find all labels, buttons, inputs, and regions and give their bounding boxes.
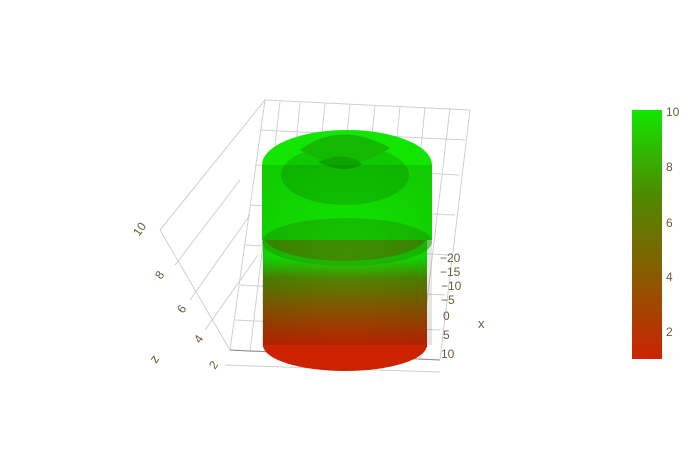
x-tick-label: 5 (443, 328, 450, 342)
colorbar-tick-label: 4 (666, 270, 673, 284)
x-tick-label: −10 (441, 279, 462, 293)
x-tick-label: 0 (443, 309, 450, 323)
colorbar: 10 8 6 4 2 (632, 105, 680, 359)
z-tick-label: 10 (130, 219, 149, 238)
colorbar-tick-label: 8 (666, 160, 673, 174)
z-tick-label: 6 (174, 302, 189, 316)
colorbar-tick-label: 10 (666, 105, 680, 119)
x-tick-label: −15 (440, 265, 461, 279)
x-axis-title: x (478, 316, 485, 331)
colorbar-gradient (632, 110, 662, 359)
x-axis-ticks: −20 −15 −10 −5 0 5 10 x (440, 251, 485, 361)
colorbar-tick-label: 6 (666, 216, 673, 230)
x-tick-label: 10 (441, 347, 455, 361)
z-axis-title: z (146, 352, 162, 366)
z-tick-label: 2 (206, 358, 221, 372)
surface-shade (262, 165, 432, 345)
x-tick-label: −20 (440, 251, 461, 265)
surface-mesh[interactable] (262, 130, 432, 371)
z-tick-label: 4 (191, 332, 206, 346)
colorbar-tick-label: 2 (666, 325, 673, 339)
z-axis-ticks: 10 8 6 4 2 z (130, 219, 221, 371)
z-tick-label: 8 (152, 268, 167, 282)
x-tick-label: −5 (441, 293, 455, 307)
surface-top-ridge (300, 134, 390, 165)
